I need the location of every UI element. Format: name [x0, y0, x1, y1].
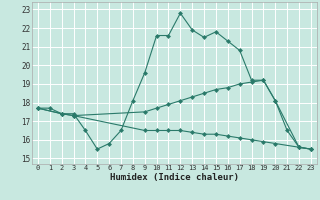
- X-axis label: Humidex (Indice chaleur): Humidex (Indice chaleur): [110, 173, 239, 182]
